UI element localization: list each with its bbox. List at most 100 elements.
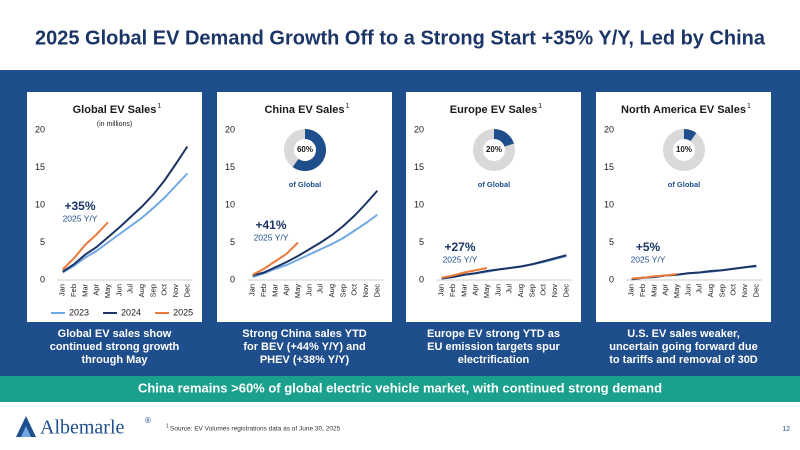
x-tick-label: Jan <box>627 284 636 296</box>
chart-subtitle: (in millions) <box>97 121 132 128</box>
x-tick-label: Nov <box>171 284 180 298</box>
y-tick-label: 0 <box>40 274 45 284</box>
series-line <box>252 213 378 278</box>
y-tick-label: 0 <box>419 274 424 284</box>
x-tick-label: Nov <box>361 284 370 298</box>
legend-label: 2023 <box>69 307 89 317</box>
x-tick-label: Sep <box>527 284 536 297</box>
chart-title: Europe EV Sales <box>450 104 537 116</box>
x-tick-label: Feb <box>259 284 268 297</box>
y-tick-label: 15 <box>414 162 424 172</box>
x-tick-label: Aug <box>327 284 336 297</box>
caption: EU emission targets spur <box>427 341 560 353</box>
annotation-label: 2025 Y/Y <box>254 232 289 242</box>
slide-title: 2025 Global EV Demand Growth Off to a St… <box>35 27 766 49</box>
caption: uncertain going forward due <box>609 341 758 353</box>
annotation-label: 2025 Y/Y <box>443 254 478 264</box>
x-tick-label: Feb <box>638 284 647 297</box>
series-line <box>631 273 678 280</box>
y-tick-label: 20 <box>35 124 45 134</box>
annotation-label: 2025 Y/Y <box>63 213 98 223</box>
x-tick-label: Oct <box>160 283 169 296</box>
series-line <box>61 221 109 271</box>
caption: to tariffs and removal of 30D <box>609 354 758 366</box>
series-line <box>62 145 189 273</box>
caption: electrification <box>458 354 530 366</box>
x-tick-label: Sep <box>338 284 347 297</box>
caption: continued strong growth <box>50 341 180 353</box>
x-tick-label: Jan <box>248 284 257 296</box>
chart-title: North America EV Sales <box>621 104 746 116</box>
caption: PHEV (+38% Y/Y) <box>260 354 350 366</box>
y-tick-label: 10 <box>225 199 235 209</box>
x-tick-label: Nov <box>550 284 559 298</box>
card <box>27 92 202 322</box>
title-mark: 1 <box>157 103 161 110</box>
x-tick-label: Dec <box>751 284 760 298</box>
series-line <box>441 254 567 280</box>
y-tick-label: 20 <box>225 124 235 134</box>
y-tick-label: 10 <box>35 199 45 209</box>
x-tick-label: Dec <box>182 284 191 298</box>
x-tick-label: May <box>672 284 681 298</box>
title-mark: 1 <box>346 103 350 110</box>
y-tick-label: 15 <box>225 162 235 172</box>
x-tick-label: Mar <box>459 284 468 297</box>
x-tick-label: Jul <box>126 284 135 294</box>
page-number: 12 <box>782 426 790 433</box>
y-tick-label: 5 <box>609 237 614 247</box>
logo: Albemarle <box>40 417 125 439</box>
x-tick-label: Sep <box>148 284 157 297</box>
logo-mark: ® <box>145 416 151 425</box>
y-tick-label: 15 <box>35 162 45 172</box>
footnote: Source: EV Volumes registrations data as… <box>170 426 341 433</box>
donut-label: 20% <box>486 145 502 154</box>
caption: Europe EV strong YTD as <box>427 328 560 340</box>
x-tick-label: Apr <box>661 283 670 295</box>
caption: U.S. EV sales weaker, <box>627 328 740 340</box>
donut-caption: of Global <box>289 180 322 189</box>
x-tick-label: Nov <box>740 284 749 298</box>
y-tick-label: 5 <box>419 237 424 247</box>
caption: through May <box>82 354 149 366</box>
y-tick-label: 10 <box>414 199 424 209</box>
chart-title: Global EV Sales <box>73 104 157 116</box>
annotation-value: +27% <box>444 240 475 254</box>
x-tick-label: Jun <box>114 284 123 296</box>
donut-caption: of Global <box>668 180 701 189</box>
caption: Global EV sales show <box>58 328 172 340</box>
chart-title: China EV Sales <box>264 104 344 116</box>
donut-share <box>292 129 326 171</box>
x-tick-label: Aug <box>516 284 525 297</box>
series-line <box>62 172 189 274</box>
x-tick-label: Aug <box>137 284 146 297</box>
x-tick-label: Feb <box>448 284 457 297</box>
y-tick-label: 5 <box>40 237 45 247</box>
x-tick-label: May <box>482 284 491 298</box>
donut-label: 10% <box>676 145 692 154</box>
x-tick-label: Jul <box>316 284 325 294</box>
series-line <box>252 241 299 276</box>
y-tick-label: 0 <box>609 274 614 284</box>
legend-label: 2025 <box>173 307 193 317</box>
x-tick-label: May <box>103 284 112 298</box>
x-tick-label: Dec <box>561 284 570 298</box>
y-tick-label: 15 <box>604 162 614 172</box>
annotation-label: 2025 Y/Y <box>631 254 666 264</box>
x-tick-label: Jan <box>58 284 67 296</box>
x-tick-label: Mar <box>80 284 89 297</box>
x-tick-label: Dec <box>372 284 381 298</box>
y-tick-label: 5 <box>230 237 235 247</box>
title-mark: 1 <box>538 103 542 110</box>
footnote-mark: 1 <box>166 423 169 429</box>
annotation-value: +5% <box>636 240 661 254</box>
logo-icon <box>16 416 36 437</box>
annotation-value: +41% <box>255 218 286 232</box>
annotation-value: +35% <box>64 199 95 213</box>
y-tick-label: 20 <box>414 124 424 134</box>
x-tick-label: Jun <box>683 284 692 296</box>
x-tick-label: Oct <box>729 283 738 296</box>
x-tick-label: May <box>293 284 302 298</box>
x-tick-label: Sep <box>717 284 726 297</box>
